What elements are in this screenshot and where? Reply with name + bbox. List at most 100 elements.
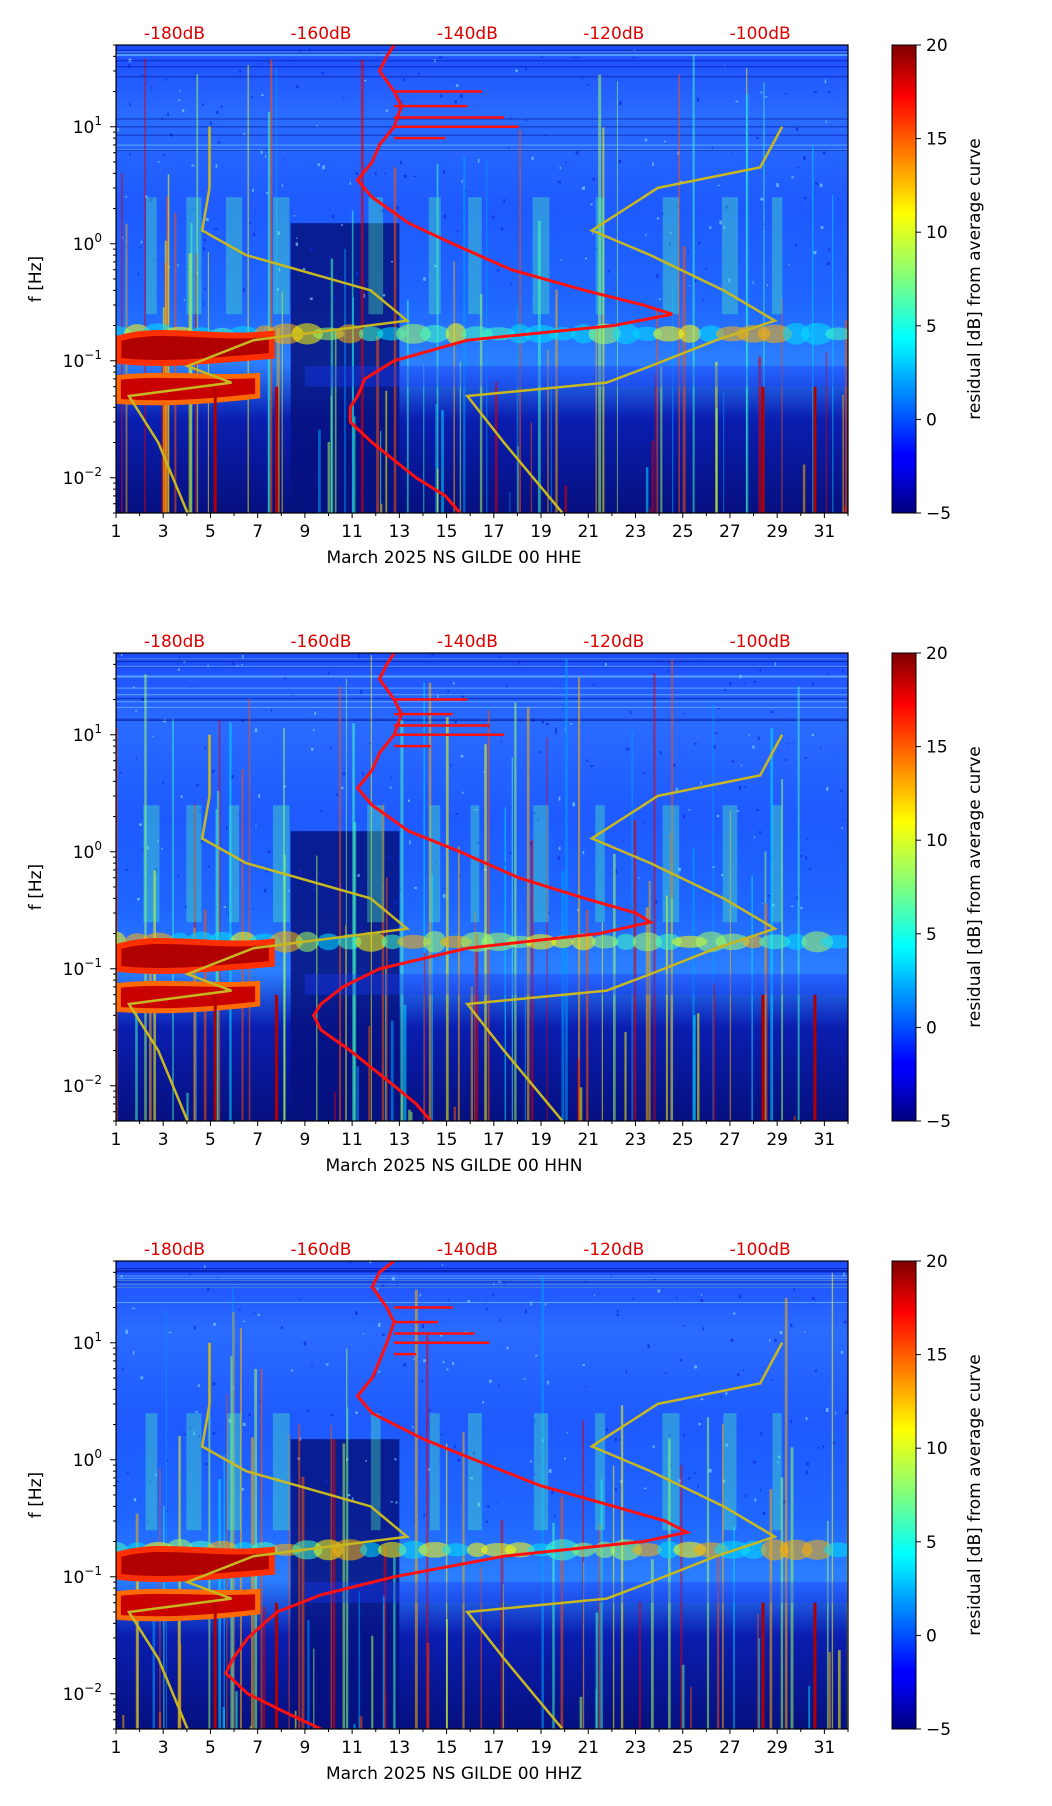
x-tick-label: 5 (205, 522, 216, 542)
speckle (717, 707, 720, 709)
speckle (228, 1418, 232, 1423)
speckle (705, 268, 708, 270)
speckle (487, 1505, 490, 1508)
speckle (293, 215, 296, 217)
plume (468, 197, 482, 315)
speckle (582, 77, 584, 80)
speckle (626, 747, 629, 751)
speckle (364, 79, 367, 82)
speckle (144, 195, 148, 199)
speckle (784, 93, 788, 95)
speckle (656, 274, 659, 279)
speckle (795, 127, 799, 132)
speckle (393, 900, 397, 905)
x-tick-label: 21 (577, 522, 599, 542)
speckle (643, 822, 646, 824)
x-tick-label: 1 (111, 1130, 122, 1150)
microseism-blob (655, 933, 682, 950)
x-tick-label: 1 (111, 522, 122, 542)
speckle (748, 734, 751, 736)
x-tick-label: 9 (299, 1738, 310, 1758)
microseism-blob (825, 327, 848, 341)
speckle (460, 754, 464, 758)
speckle (280, 1326, 283, 1330)
y-tick-label: 10−1 (63, 348, 102, 372)
speckle (486, 1301, 489, 1303)
speckle (381, 209, 384, 213)
speckle (193, 1431, 195, 1436)
speckle (423, 277, 426, 281)
speckle (226, 826, 228, 830)
x-tick-label: 13 (389, 522, 411, 542)
x-tick-label: 21 (577, 1130, 599, 1150)
speckle (689, 285, 691, 287)
microseism-blob (632, 326, 662, 341)
colorbar-tick-label: 0 (926, 1626, 937, 1646)
speckle (559, 166, 561, 170)
speckle (139, 823, 142, 826)
speckle (618, 159, 622, 164)
speckle (221, 104, 223, 109)
speckle (355, 271, 359, 276)
colorbar-tick-label: 0 (926, 1018, 937, 1038)
speckle (570, 723, 572, 725)
speckle (788, 264, 790, 266)
psd-curve (311, 653, 655, 1121)
plume (272, 805, 290, 923)
speckle (461, 695, 464, 699)
speckle (453, 1444, 456, 1449)
speckle (832, 1441, 835, 1445)
speckle (369, 1261, 372, 1264)
colorbar-label: residual [dB] from average curve (965, 1354, 985, 1635)
speckle (842, 818, 844, 821)
speckle (813, 91, 817, 94)
speckle (295, 242, 299, 246)
colorbar-tick-label: −5 (926, 504, 951, 524)
microseism-red-band (116, 1545, 275, 1583)
speckle (319, 809, 323, 812)
speckle (446, 1368, 449, 1371)
speckle (696, 97, 700, 102)
speckle (326, 273, 329, 277)
speckle (153, 259, 155, 262)
speckle (363, 293, 365, 298)
colorbar (891, 652, 917, 1122)
speckle (263, 889, 267, 893)
speckle (390, 776, 393, 778)
speckle (217, 1376, 220, 1379)
speckle (555, 727, 557, 731)
speckle (434, 264, 438, 267)
speckle (644, 138, 648, 142)
speckle (675, 787, 678, 792)
speckle (166, 1510, 169, 1513)
psd-curve (223, 1261, 692, 1729)
microseism-blob (760, 1539, 789, 1561)
speckle (731, 760, 735, 763)
y-tick-label: 101 (73, 114, 102, 138)
speckle (485, 1520, 488, 1524)
speckle (395, 829, 398, 832)
speckle (380, 834, 383, 837)
speckle (141, 697, 144, 701)
speckle (813, 250, 817, 255)
speckle (252, 908, 254, 910)
speckle (121, 1368, 124, 1370)
plume (533, 805, 549, 923)
speckle (378, 1323, 381, 1327)
speckle (188, 1273, 191, 1277)
plume (771, 197, 783, 315)
speckle (321, 71, 324, 74)
speckle (400, 100, 403, 104)
speckle (586, 759, 588, 763)
speckle (668, 242, 671, 247)
speckle (499, 1318, 502, 1322)
speckle (826, 787, 829, 791)
speckle (427, 1468, 431, 1471)
y-tick-label: 101 (73, 1330, 102, 1354)
speckle (330, 1414, 334, 1416)
speckle (188, 1427, 192, 1430)
speckle (242, 1320, 246, 1322)
speckle (382, 294, 386, 297)
plume (143, 805, 160, 923)
speckle (209, 121, 212, 126)
